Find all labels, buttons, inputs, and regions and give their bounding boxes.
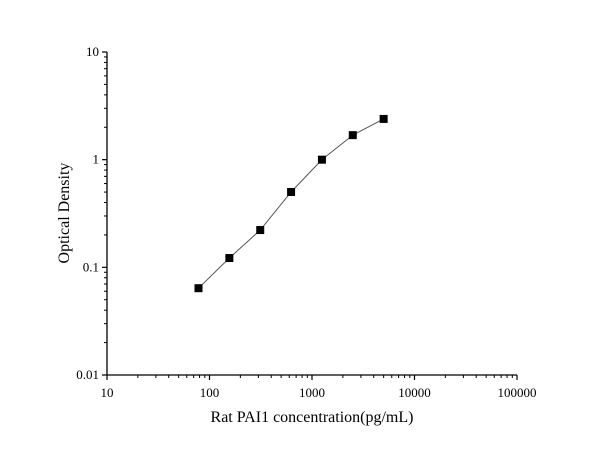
x-tick-label: 100 — [200, 385, 220, 400]
data-point-marker — [194, 284, 203, 293]
data-point-marker — [287, 187, 296, 196]
y-tick-label: 1 — [93, 152, 100, 167]
plot-area — [194, 114, 388, 293]
y-tick-label: 0.01 — [76, 367, 99, 382]
data-point-marker — [317, 155, 326, 164]
data-point-marker — [379, 114, 388, 123]
x-axis-title: Rat PAI1 concentration(pg/mL) — [211, 409, 414, 426]
axes: 10 100 1000 10000 100000 0.01 0.1 1 10 — [76, 44, 536, 400]
y-tick-label: 10 — [86, 44, 99, 59]
y-axis-title: Optical Density — [56, 163, 73, 264]
x-tick-label: 100000 — [498, 385, 537, 400]
data-point-marker — [348, 131, 357, 140]
series-line — [198, 118, 384, 289]
y-tick-label: 0.1 — [83, 259, 99, 274]
data-point-marker — [256, 226, 265, 235]
data-point-marker — [225, 254, 234, 263]
x-tick-label: 1000 — [299, 385, 325, 400]
x-tick-label: 10000 — [398, 385, 431, 400]
x-tick-label: 10 — [101, 385, 114, 400]
